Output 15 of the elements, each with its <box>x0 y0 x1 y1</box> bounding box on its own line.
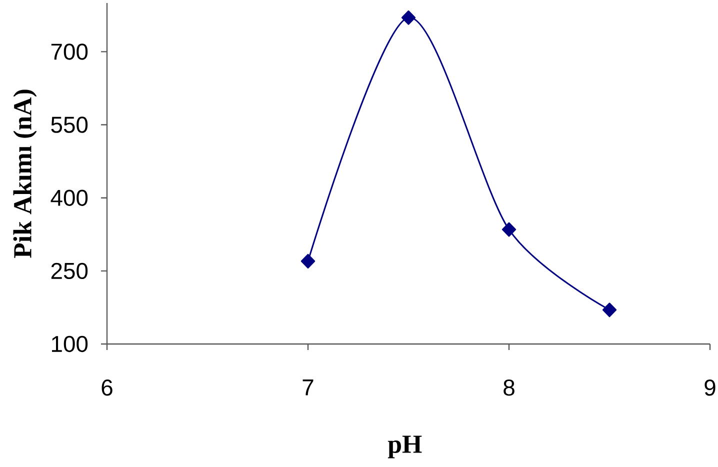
y-axis-title: Pik Akımı (nA) <box>13 90 37 258</box>
point <box>401 10 416 25</box>
point <box>502 222 516 237</box>
x-axis-title: pH <box>388 436 422 458</box>
point <box>300 254 316 268</box>
y-tick-label: 700 <box>51 44 88 60</box>
y-tick-label: 100 <box>52 336 88 352</box>
y-tick-label: 400 <box>50 190 88 206</box>
y-tick-label: 550 <box>51 116 88 133</box>
x-tick-label: 6 <box>102 380 112 396</box>
y-tick-label: 250 <box>51 262 88 280</box>
x-tick-label: 7 <box>302 380 314 396</box>
point <box>602 302 617 318</box>
x-tick-label: 8 <box>504 380 514 396</box>
x-tick-label: 9 <box>704 380 716 396</box>
